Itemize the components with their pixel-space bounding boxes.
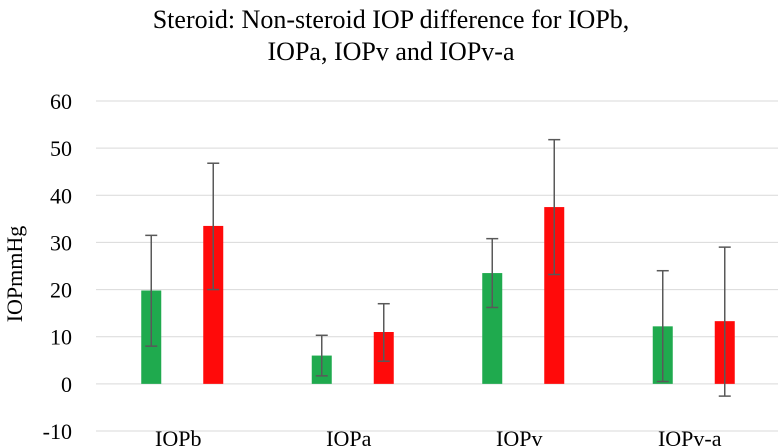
x-category-label: IOPv bbox=[496, 426, 542, 448]
y-tick-label: 30 bbox=[50, 230, 72, 255]
y-tick-label: 20 bbox=[50, 278, 72, 303]
y-tick-label: 60 bbox=[50, 89, 72, 114]
y-tick-label: 10 bbox=[50, 325, 72, 350]
y-tick-label: -10 bbox=[43, 419, 72, 444]
x-category-label: IOPv-a bbox=[658, 426, 722, 448]
y-tick-label: 40 bbox=[50, 183, 72, 208]
bar-steroid bbox=[544, 207, 565, 384]
bar-non-steroid bbox=[482, 273, 503, 384]
chart-title: Steroid: Non-steroid IOP difference for … bbox=[0, 4, 782, 68]
bar-steroid bbox=[203, 225, 224, 384]
x-category-label: IOPa bbox=[326, 426, 371, 448]
y-tick-label: 0 bbox=[61, 372, 72, 397]
y-tick-label: 50 bbox=[50, 136, 72, 161]
y-axis-label: IOPmmHg bbox=[2, 226, 27, 323]
x-category-label: IOPb bbox=[155, 426, 201, 448]
chart-title-line-2: IOPa, IOPv and IOPv-a bbox=[267, 37, 515, 66]
chart-title-line-1: Steroid: Non-steroid IOP difference for … bbox=[152, 5, 630, 34]
